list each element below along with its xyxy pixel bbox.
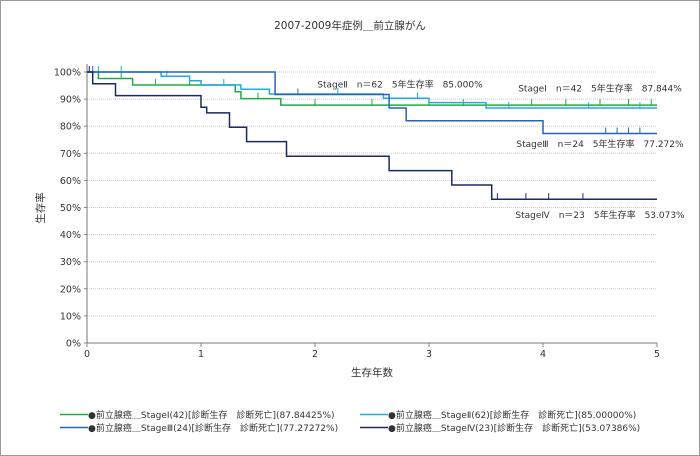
y-tick-label: 20% — [60, 284, 81, 295]
series — [87, 66, 657, 200]
legend-label-4: ●前立腺癌＿StageⅣ(23)[診断生存 診断死亡](53.07386%) — [388, 422, 640, 434]
annotation-4: StageⅣ n＝23 5年生存率 53.073% — [515, 209, 685, 221]
x-tick-label: 3 — [426, 349, 432, 360]
axes: 0% 10% 20% 30% 40% 50% 60% 70% 80% 90% 100% 0 1 2 3 4 5 — [54, 64, 660, 360]
y-tick-label: 0% — [66, 339, 81, 350]
x-tick-label: 1 — [198, 349, 204, 360]
x-axis-label: 生存年数 — [351, 366, 393, 379]
legend-label-3: ●前立腺癌＿StageⅢ(24)[診断生存 診断死亡](77.27272%) — [88, 422, 338, 434]
annotation-3: StageⅢ n＝24 5年生存率 77.272% — [516, 138, 684, 150]
legend-label-2: ●前立腺癌＿StageⅡ(62)[診断生存 診断死亡](85.00000%) — [388, 409, 636, 421]
legend: ●前立腺癌＿StageⅠ(42)[診断生存 診断死亡](87.84425%) ●前… — [60, 409, 640, 434]
y-tick-label: 90% — [60, 95, 81, 106]
series-line-2 — [87, 71, 657, 109]
y-tick-label: 70% — [60, 149, 81, 160]
legend-label-1: ●前立腺癌＿StageⅠ(42)[診断生存 診断死亡](87.84425%) — [88, 409, 335, 421]
series-line-3 — [87, 71, 657, 135]
x-tick-label: 0 — [84, 349, 90, 360]
y-axis-label: 生存率 — [34, 192, 47, 224]
annotation-2: StageⅡ n＝62 5年生存率 85.000% — [317, 78, 483, 90]
chart-title: 2007-2009年症例＿前立腺がん — [274, 19, 426, 32]
annotations: StageⅠ n＝42 5年生存率 87.844% StageⅡ n＝62 5年生… — [317, 78, 685, 220]
y-tick-label: 60% — [60, 176, 81, 187]
y-tick-label: 80% — [60, 122, 81, 133]
y-tick-label: 30% — [60, 257, 81, 268]
series-line-1 — [87, 71, 657, 106]
y-tick-label: 40% — [60, 230, 81, 241]
annotation-1: StageⅠ n＝42 5年生存率 87.844% — [518, 83, 682, 95]
x-tick-label: 2 — [312, 349, 318, 360]
y-tick-label: 100% — [54, 68, 81, 79]
series-line-4 — [87, 71, 657, 200]
x-tick-label: 5 — [654, 349, 660, 360]
x-tick-label: 4 — [540, 349, 546, 360]
y-tick-label: 10% — [60, 311, 81, 322]
y-tick-label: 50% — [60, 203, 81, 214]
